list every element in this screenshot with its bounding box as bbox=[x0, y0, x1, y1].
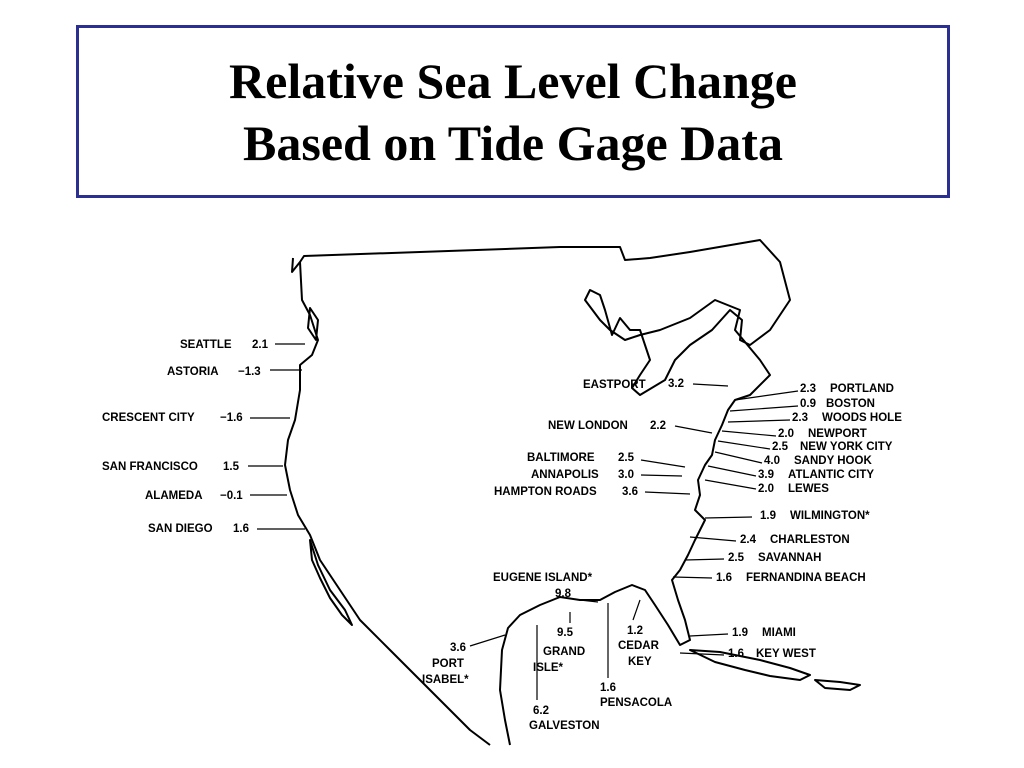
station-name: SAVANNAH bbox=[758, 552, 821, 564]
station-name: SEATTLE bbox=[180, 339, 232, 351]
station-name: PORTLAND bbox=[830, 383, 894, 395]
station-name: NEW YORK CITY bbox=[800, 441, 893, 453]
station-value: −0.1 bbox=[220, 490, 243, 502]
leader-line bbox=[689, 536, 737, 542]
title-line: Based on Tide Gage Data bbox=[243, 114, 783, 171]
leader-line bbox=[469, 634, 506, 647]
leader-line bbox=[734, 390, 799, 401]
leader-line bbox=[672, 576, 713, 579]
station-value: 1.2 bbox=[627, 625, 643, 637]
station-name: ALAMEDA bbox=[145, 490, 203, 502]
station-value: 1.9 bbox=[732, 627, 748, 639]
title-box: Relative Sea Level Change Based on Tide … bbox=[76, 25, 950, 198]
leader-line bbox=[632, 599, 641, 621]
leader-line bbox=[579, 599, 599, 603]
station-name: SAN DIEGO bbox=[148, 523, 213, 535]
leader-line bbox=[704, 516, 753, 519]
station-value: 2.5 bbox=[772, 441, 789, 453]
station-name: CRESCENT CITY bbox=[102, 412, 195, 424]
station-name: MIAMI bbox=[762, 627, 796, 639]
station-value: 1.6 bbox=[716, 572, 732, 584]
leader-line bbox=[674, 425, 713, 434]
station-name: GALVESTON bbox=[529, 720, 600, 732]
station-value: 2.3 bbox=[800, 383, 816, 395]
station-name: HAMPTON ROADS bbox=[494, 486, 597, 498]
station-value: 1.6 bbox=[233, 523, 249, 535]
station-labels: SEATTLE 2.1 ASTORIA −1.3 CRESCENT CITY −1.6 SA… bbox=[102, 339, 902, 732]
station-value: 3.9 bbox=[758, 469, 774, 481]
station-value: 3.6 bbox=[622, 486, 638, 498]
leader-line bbox=[729, 405, 799, 412]
station-value: 3.2 bbox=[668, 378, 684, 390]
station-name: FERNANDINA BEACH bbox=[746, 572, 866, 584]
leader-line bbox=[684, 558, 725, 561]
station-name: ISABEL* bbox=[422, 674, 469, 686]
station-name: CHARLESTON bbox=[770, 534, 850, 546]
station-value: 1.6 bbox=[728, 648, 744, 660]
station-name: LEWES bbox=[788, 483, 829, 495]
leader-line bbox=[679, 652, 725, 656]
station-value: 1.9 bbox=[760, 510, 776, 522]
station-name: SANDY HOOK bbox=[794, 455, 872, 467]
station-name: BALTIMORE bbox=[527, 452, 595, 464]
station-name: KEY bbox=[628, 656, 652, 668]
station-name: NEWPORT bbox=[808, 428, 867, 440]
leader-line bbox=[721, 430, 777, 437]
station-value: 3.6 bbox=[450, 642, 466, 654]
leader-line bbox=[727, 419, 791, 423]
leader-line bbox=[640, 474, 683, 477]
leader-line bbox=[689, 633, 729, 637]
station-value: 2.5 bbox=[618, 452, 635, 464]
leader-line bbox=[714, 451, 763, 464]
coastline bbox=[284, 239, 861, 746]
station-value: 1.6 bbox=[600, 682, 616, 694]
station-name: GRAND bbox=[543, 646, 585, 658]
station-name: KEY WEST bbox=[756, 648, 816, 660]
station-value: 2.1 bbox=[252, 339, 269, 351]
station-name: ATLANTIC CITY bbox=[788, 469, 874, 481]
leader-line bbox=[704, 479, 757, 490]
station-value: 6.2 bbox=[533, 705, 549, 717]
station-value: 2.5 bbox=[728, 552, 745, 564]
station-name: BOSTON bbox=[826, 398, 875, 410]
station-name: ANNAPOLIS bbox=[531, 469, 599, 481]
station-value: 4.0 bbox=[764, 455, 780, 467]
station-name: PORT bbox=[432, 658, 464, 670]
station-name: CEDAR bbox=[618, 640, 660, 652]
station-value: 2.3 bbox=[792, 412, 808, 424]
title-line: Relative Sea Level Change bbox=[229, 52, 797, 109]
station-value: 2.4 bbox=[740, 534, 757, 546]
station-name: EUGENE ISLAND* bbox=[493, 572, 593, 584]
leader-line bbox=[707, 465, 757, 477]
station-name: PENSACOLA bbox=[600, 697, 672, 709]
station-name: EASTPORT bbox=[583, 379, 646, 391]
station-value: 9.5 bbox=[557, 627, 574, 639]
leader-line bbox=[692, 383, 729, 387]
station-value: −1.6 bbox=[220, 412, 243, 424]
station-value: 1.5 bbox=[223, 461, 240, 473]
station-name: ISLE* bbox=[533, 662, 564, 674]
station-name: SAN FRANCISCO bbox=[102, 461, 198, 473]
station-name: NEW LONDON bbox=[548, 420, 628, 432]
station-name: WOODS HOLE bbox=[822, 412, 902, 424]
station-value: 0.9 bbox=[800, 398, 816, 410]
station-value: 9.8 bbox=[555, 588, 572, 600]
station-value: −1.3 bbox=[238, 366, 261, 378]
leader-line bbox=[644, 491, 691, 495]
station-name: ASTORIA bbox=[167, 366, 219, 378]
station-value: 2.2 bbox=[650, 420, 666, 432]
station-value: 2.0 bbox=[778, 428, 794, 440]
station-name: WILMINGTON* bbox=[790, 510, 870, 522]
station-value: 3.0 bbox=[618, 469, 634, 481]
station-value: 2.0 bbox=[758, 483, 774, 495]
leader-line bbox=[640, 459, 686, 468]
leader-line bbox=[717, 440, 771, 450]
